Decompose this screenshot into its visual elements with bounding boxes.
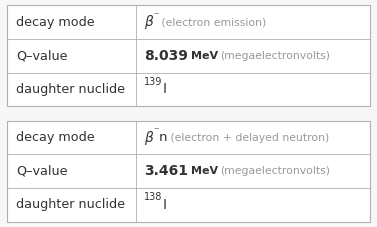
- Text: decay mode: decay mode: [16, 16, 95, 29]
- Text: daughter nuclide: daughter nuclide: [16, 198, 125, 211]
- FancyBboxPatch shape: [7, 5, 370, 106]
- Text: Q–value: Q–value: [16, 49, 68, 62]
- Text: MeV: MeV: [191, 166, 218, 176]
- Text: decay mode: decay mode: [16, 131, 95, 144]
- Text: ⁻: ⁻: [153, 127, 158, 137]
- Text: MeV: MeV: [191, 51, 218, 61]
- Text: β: β: [144, 15, 153, 29]
- Text: (megaelectronvolts): (megaelectronvolts): [221, 166, 331, 176]
- Text: daughter nuclide: daughter nuclide: [16, 83, 125, 96]
- Text: 3.461: 3.461: [144, 164, 188, 178]
- Text: Q–value: Q–value: [16, 165, 68, 178]
- Text: 8.039: 8.039: [144, 49, 188, 63]
- Text: 138: 138: [144, 192, 162, 202]
- Text: (electron emission): (electron emission): [158, 17, 267, 27]
- Text: 139: 139: [144, 77, 162, 87]
- FancyBboxPatch shape: [7, 121, 370, 222]
- Text: (megaelectronvolts): (megaelectronvolts): [221, 51, 330, 61]
- Text: n: n: [158, 131, 167, 144]
- Text: ⁻: ⁻: [153, 11, 158, 21]
- Text: I: I: [162, 198, 167, 212]
- Text: (electron + delayed neutron): (electron + delayed neutron): [167, 133, 329, 143]
- Text: I: I: [162, 82, 167, 96]
- Text: β: β: [144, 131, 153, 145]
